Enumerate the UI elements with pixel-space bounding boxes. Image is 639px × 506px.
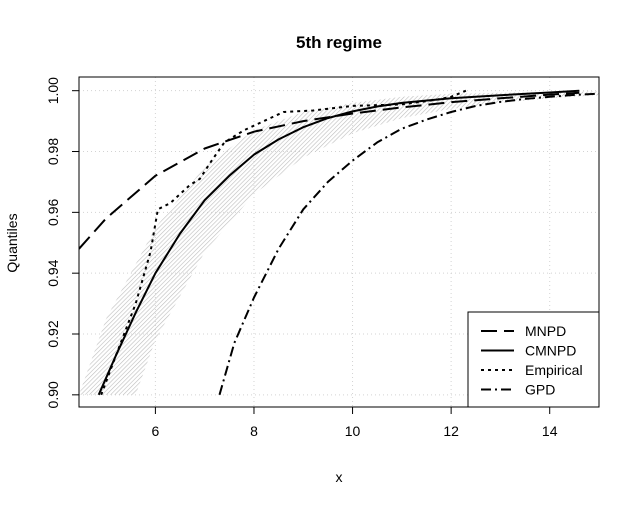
y-tick-label: 0.98 (45, 138, 61, 165)
y-axis: 0.90 0.92 0.94 0.96 0.98 1.00 (45, 77, 80, 408)
legend: MNPD CMNPD Empirical GPD (467, 311, 600, 408)
plot-area (79, 89, 599, 396)
legend-label: GPD (525, 382, 555, 398)
x-tick-label: 6 (151, 423, 159, 439)
series-line-gpd (218, 92, 599, 396)
x-axis-label: x (336, 469, 343, 485)
confidence-band (79, 91, 599, 395)
x-tick-label: 8 (250, 423, 258, 439)
y-tick-label: 1.00 (45, 77, 61, 104)
y-tick-label: 0.94 (45, 259, 61, 286)
series-line-mnpd (79, 91, 580, 250)
x-tick-label: 10 (345, 423, 361, 439)
y-tick-label: 0.96 (45, 199, 61, 226)
y-axis-label: Quantiles (4, 213, 20, 272)
legend-label: MNPD (525, 323, 566, 339)
chart-title: 5th regime (296, 33, 382, 52)
grid (79, 77, 599, 407)
series-line-cmnpd (97, 89, 580, 396)
legend-label: Empirical (525, 362, 583, 378)
legend-box (467, 311, 600, 408)
x-tick-label: 12 (443, 423, 459, 439)
y-tick-label: 0.90 (45, 381, 61, 408)
legend-label: CMNPD (525, 343, 576, 359)
y-tick-label: 0.92 (45, 320, 61, 347)
x-axis: 6 8 10 12 14 (151, 406, 558, 439)
x-tick-label: 14 (542, 423, 558, 439)
